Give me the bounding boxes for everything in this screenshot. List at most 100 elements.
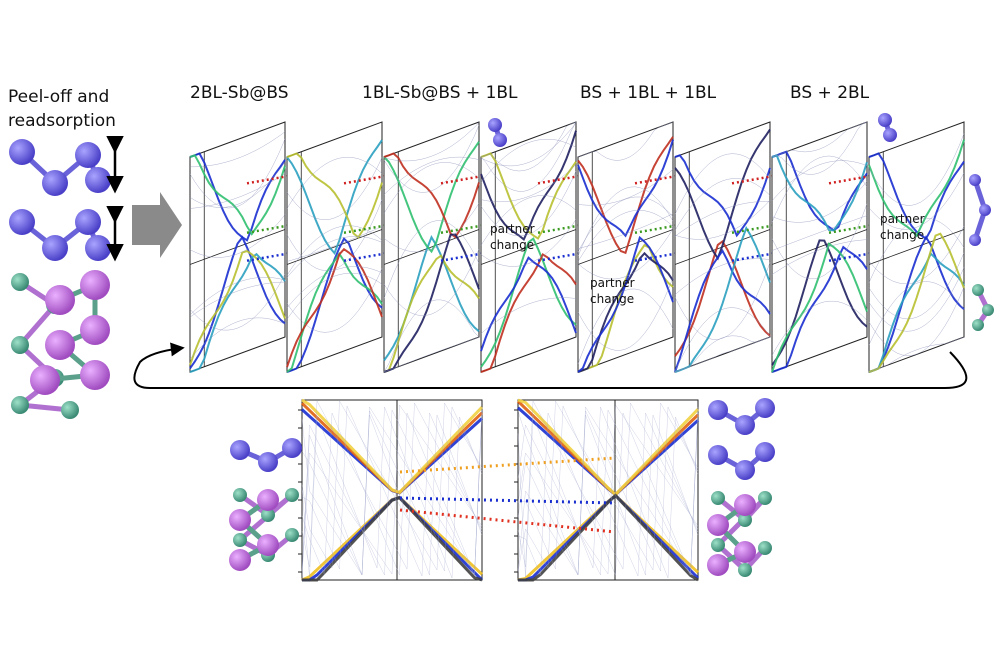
band-curve: [868, 235, 965, 373]
band-curve: [189, 235, 286, 369]
band-curve: [517, 400, 699, 572]
dotted-connector: [399, 508, 616, 534]
band-curve: [286, 266, 383, 309]
band-curve: [301, 409, 483, 579]
band-curve: [480, 219, 577, 267]
band-curve: [674, 128, 771, 261]
band-curve: [674, 262, 771, 340]
band-curve: [517, 406, 699, 576]
band-curve: [383, 125, 480, 193]
band-curve: [868, 172, 965, 230]
band-curve: [480, 121, 577, 172]
band-curve: [190, 131, 286, 168]
band-curve: [868, 232, 965, 373]
atom: [708, 400, 728, 420]
fermi-line: [286, 229, 383, 265]
atom: [972, 319, 984, 331]
band-curve: [868, 252, 965, 320]
atom: [257, 534, 279, 556]
band-curve: [383, 203, 480, 253]
side-label: Peel-off and: [8, 87, 109, 107]
atom: [282, 438, 302, 458]
band-curve: [480, 170, 577, 237]
atom: [493, 133, 507, 147]
atom: [738, 513, 752, 527]
band-curve: [189, 252, 286, 373]
band-curve: [189, 162, 286, 208]
atom: [9, 209, 35, 235]
band-curve: [674, 336, 771, 373]
atom: [11, 273, 29, 291]
band-curve: [383, 254, 480, 373]
band-curve: [674, 307, 771, 372]
band-curve: [301, 400, 483, 570]
atom: [229, 549, 251, 571]
atom: [9, 139, 35, 165]
atom: [80, 270, 110, 300]
atom: [233, 533, 247, 547]
band-curve: [674, 199, 771, 240]
atom: [755, 442, 775, 462]
band-curve: [286, 157, 383, 220]
atom: [285, 528, 299, 542]
band-curve: [771, 215, 868, 251]
atom: [755, 398, 775, 418]
band-curve: [286, 225, 383, 276]
band-curve: [771, 203, 868, 280]
fermi-line: [383, 229, 480, 265]
band-curve: [189, 277, 286, 316]
band-curve: [674, 225, 771, 373]
band-curve: [577, 210, 674, 262]
atom: [707, 554, 729, 576]
band-curve: [517, 410, 699, 576]
band-curve: [301, 404, 483, 575]
band-curve: [674, 248, 771, 373]
atom: [42, 170, 68, 196]
band-curve: [577, 196, 674, 252]
atom: [261, 508, 275, 522]
band-curve: [771, 154, 868, 232]
band-curve: [480, 253, 577, 373]
band-curve: [480, 237, 577, 368]
band-curve: [480, 297, 577, 334]
atom: [229, 509, 251, 531]
atom: [85, 167, 111, 193]
band-curve: [771, 160, 868, 201]
atom: [488, 118, 502, 132]
band-curve: [286, 268, 383, 333]
band-curve: [383, 156, 480, 195]
band-curve: [771, 239, 868, 366]
band-curve: [577, 228, 674, 280]
loop-arrow: [133, 342, 968, 389]
annotation: change: [590, 292, 634, 306]
band-curve: [674, 178, 771, 231]
band-curve: [868, 286, 965, 356]
atom: [711, 491, 725, 505]
band-curve: [771, 121, 868, 158]
band-curve: [383, 220, 480, 299]
band-curve: [577, 121, 674, 161]
band-curve: [771, 155, 868, 223]
fermi-line: [577, 229, 674, 265]
atom: [707, 514, 729, 536]
atom: [230, 440, 250, 460]
band-curve: [189, 154, 286, 236]
band-curve: [517, 404, 699, 575]
band-curve: [286, 226, 383, 262]
atom: [969, 234, 981, 246]
band-curve: [301, 406, 483, 576]
band-curve: [480, 138, 577, 183]
atom-structures: [9, 113, 994, 577]
atom: [969, 174, 981, 186]
atom: [758, 491, 772, 505]
atom: [883, 128, 897, 142]
annotation: change: [490, 238, 534, 252]
band-curve: [674, 154, 771, 238]
band-curve: [301, 405, 483, 577]
band-curve: [189, 274, 286, 331]
side-label: readsorption: [8, 111, 116, 131]
fermi-line: [480, 229, 577, 265]
band-curve: [189, 214, 286, 258]
panel-title: BS + 2BL: [790, 83, 870, 103]
